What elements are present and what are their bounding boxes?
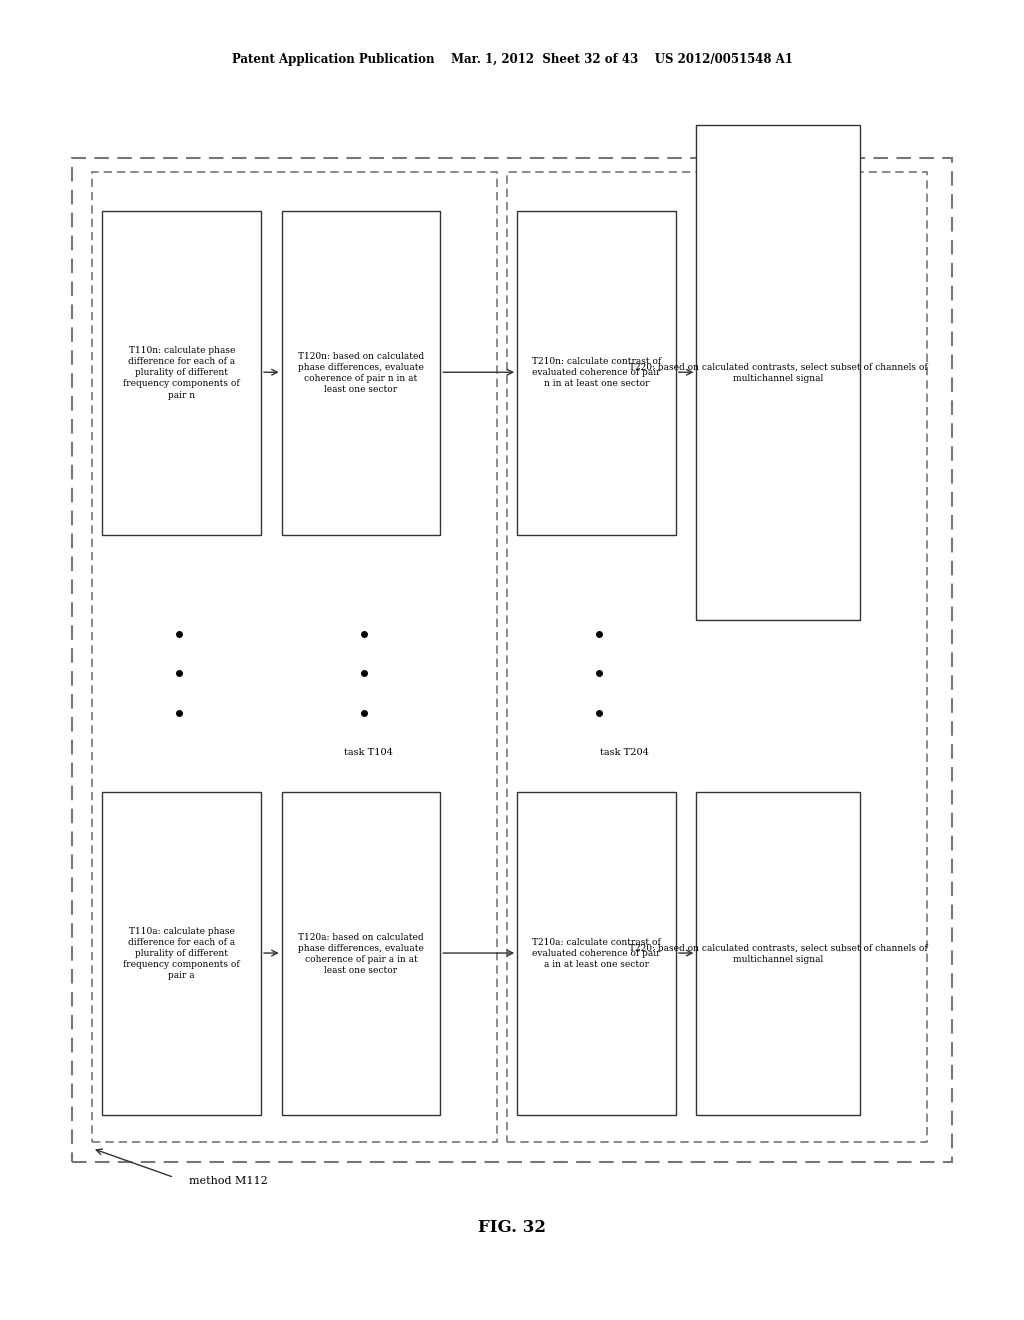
Text: T120n: based on calculated
phase differences, evaluate
coherence of pair n in at: T120n: based on calculated phase differe… xyxy=(298,351,424,395)
Text: task T104: task T104 xyxy=(344,748,393,756)
Bar xyxy=(517,211,676,535)
Bar xyxy=(282,792,440,1115)
Text: FIG. 32: FIG. 32 xyxy=(478,1220,546,1236)
Bar xyxy=(102,211,261,535)
Text: T220: based on calculated contrasts, select subset of channels of
multichannel s: T220: based on calculated contrasts, sel… xyxy=(629,363,928,383)
Bar xyxy=(696,792,860,1115)
Text: Patent Application Publication    Mar. 1, 2012  Sheet 32 of 43    US 2012/005154: Patent Application Publication Mar. 1, 2… xyxy=(231,53,793,66)
Text: T210n: calculate contrast of
evaluated coherence of pair
n in at least one secto: T210n: calculate contrast of evaluated c… xyxy=(531,358,662,388)
Text: T210a: calculate contrast of
evaluated coherence of pair
a in at least one secto: T210a: calculate contrast of evaluated c… xyxy=(532,939,660,969)
Bar xyxy=(102,792,261,1115)
Bar xyxy=(72,158,952,1162)
Text: T110n: calculate phase
difference for each of a
plurality of different
frequency: T110n: calculate phase difference for ea… xyxy=(124,346,240,400)
Bar xyxy=(282,211,440,535)
Bar xyxy=(507,172,927,1142)
Text: T110a: calculate phase
difference for each of a
plurality of different
frequency: T110a: calculate phase difference for ea… xyxy=(124,927,240,981)
Text: T220: based on calculated contrasts, select subset of channels of
multichannel s: T220: based on calculated contrasts, sel… xyxy=(629,944,928,964)
Text: task T204: task T204 xyxy=(600,748,649,756)
Bar xyxy=(517,792,676,1115)
Bar xyxy=(92,172,497,1142)
Text: T120a: based on calculated
phase differences, evaluate
coherence of pair a in at: T120a: based on calculated phase differe… xyxy=(298,932,424,975)
Text: method M112: method M112 xyxy=(189,1176,268,1187)
Bar xyxy=(696,125,860,620)
